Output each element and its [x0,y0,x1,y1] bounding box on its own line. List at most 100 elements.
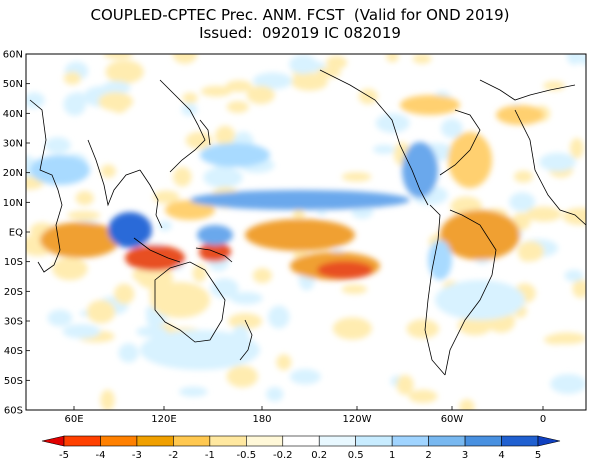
anomaly-speckle [525,206,562,222]
latitude-tick-label: 10S [4,257,23,268]
anomaly-speckle [268,305,290,329]
anomaly-speckle [118,343,139,363]
anomaly-speckle [252,72,293,90]
colorbar-arrow-high [537,435,561,447]
anomaly-speckle [539,152,576,172]
dry-anomaly-sumatra-java [125,245,185,271]
anomaly-speckle [246,85,275,105]
anomaly-speckle [547,332,586,345]
dry-anomaly-central-pacific [245,219,355,251]
anomaly-speckle [100,164,116,178]
colorbar: -5 -4 -3 -2 -1 -0.5 -0.2 0.2 0.5 1 2 3 4 5 [41,435,561,461]
precip-anomaly-field [26,54,586,410]
colorbar-segment [246,435,284,447]
dry-anomaly-amazon [440,210,520,260]
latitude-axis: 60N 50N 40N 30N 20N 10N EQ 10S 20S 30S 40S 50S 60S [3,50,30,417]
anomaly-speckle [289,369,321,385]
dry-anomaly-north-atlantic [400,95,460,115]
anomaly-speckle [200,85,232,97]
colorbar-segment [100,435,138,447]
dry-anomaly-caribbean-atlantic [448,132,492,188]
anomaly-speckle [63,71,82,85]
anomaly-speckle [440,118,463,138]
southeast-asia-coast [139,169,163,229]
anomaly-speckle [513,170,533,183]
colorbar-label: 3 [462,450,468,461]
anomaly-speckle [203,166,243,188]
anomaly-speckle [566,54,582,65]
sumatra-java-coast [133,237,181,263]
latitude-tick-label: 50S [4,376,23,387]
anomaly-speckle [316,67,342,78]
anomaly-speckle [457,316,493,336]
anomaly-speckle [570,137,584,159]
map-subtitle: Issued: 092019 IC 082019 [199,24,401,42]
colorbar-segment [209,435,247,447]
latitude-tick-label: 60N [3,50,23,61]
anomaly-speckle [358,88,378,105]
africa-east-coast [29,99,63,273]
anomaly-speckle [52,257,88,281]
anomaly-speckle [153,190,180,204]
anomaly-speckle [289,54,317,75]
anomaly-speckle [341,172,372,182]
anomaly-speckle [172,54,198,64]
anomaly-speckle [252,268,272,284]
anomaly-speckle [103,54,133,60]
wet-anomaly-southern-ocean [140,330,260,370]
map-title: COUPLED-CPTEC Prec. ANM. FCST (Valid for… [90,6,510,24]
anomaly-speckle [75,191,94,206]
anomaly-speckle [225,80,253,93]
anomaly-speckle [386,54,399,63]
south-america-west-coast [424,204,446,376]
colorbar-segment [318,435,356,447]
anomaly-speckle [86,300,116,324]
colorbar-segment [464,435,502,447]
anomaly-speckle [178,386,208,397]
colorbar-segment [428,435,466,447]
wet-anomaly-andes [428,240,452,280]
colorbar-label: 2 [425,450,431,461]
anomaly-speckle [276,354,292,371]
colorbar-label: -4 [95,450,105,461]
india-coast [87,139,141,207]
wet-anomaly-eastern-indian-ocean [108,212,152,248]
east-asia-coast [159,79,206,173]
anomaly-speckle [230,292,263,305]
colorbar-segment [355,435,393,447]
anomaly-speckle [564,269,584,282]
anomaly-speckle [550,373,586,394]
latitude-tick-label: 40N [3,109,23,120]
longitude-tick-label: 60E [64,414,83,425]
japan-coast [199,119,211,146]
anomaly-speckle [136,326,168,338]
anomaly-speckle [396,374,414,395]
latitude-tick-label: 20S [4,287,23,298]
anomaly-speckle [44,137,71,154]
colorbar-label: 4 [498,450,504,461]
latitude-tick-label: 50N [3,79,23,90]
colorbar-label: -0.5 [237,450,257,461]
anomaly-speckle [226,365,258,388]
europe-coast [479,79,576,101]
wet-anomaly-east-asia [200,143,270,167]
longitude-tick-label: 180 [252,414,271,425]
anomaly-speckle [226,100,249,113]
anomaly-speckle [62,324,101,339]
longitude-tick-label: 120W [343,414,372,425]
colorbar-label: -3 [132,450,142,461]
anomaly-speckle [332,317,372,340]
anomaly-speckle [98,92,134,111]
anomaly-speckle [182,92,198,104]
anomaly-speckle [72,91,85,112]
latitude-tick-label: 40S [4,346,23,357]
south-america-east-coast [444,209,497,376]
north-america-west-coast [319,69,429,206]
west-africa-coast [514,109,586,226]
anomaly-speckle [326,55,348,70]
new-zealand-coast [239,319,253,361]
dry-anomaly-australia [150,282,210,318]
colorbar-segment [391,435,429,447]
latitude-tick-label: 60S [4,406,23,417]
